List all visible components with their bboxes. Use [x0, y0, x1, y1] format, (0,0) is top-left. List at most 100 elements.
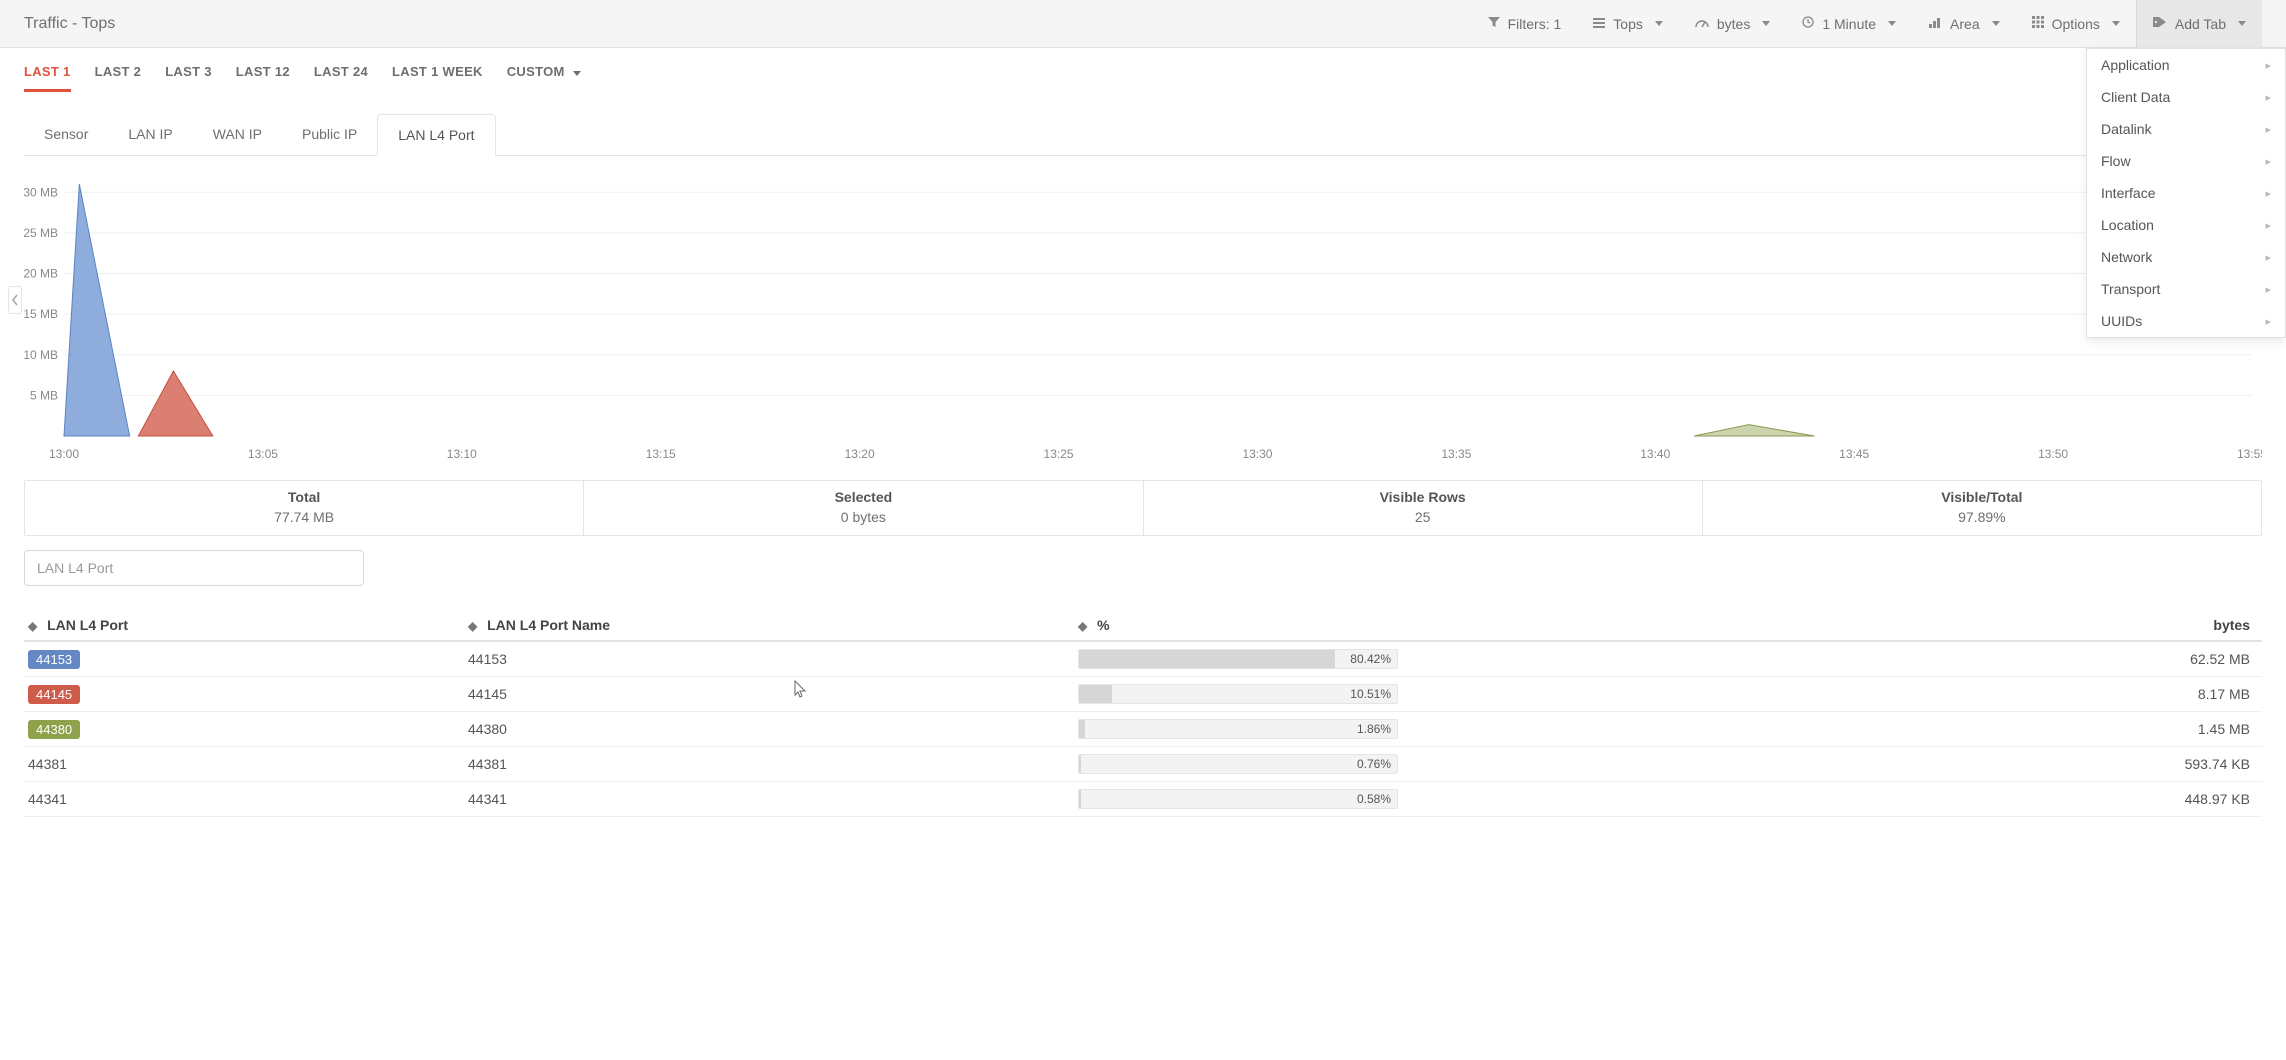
svg-text:13:50: 13:50 [2038, 447, 2068, 461]
ports-table: ◆ LAN L4 Port ◆ LAN L4 Port Name ◆ % byt… [24, 610, 2262, 817]
add-tab-menu-item[interactable]: UUIDs ▸ [2087, 305, 2285, 337]
summary-cell-label: Visible Rows [1144, 489, 1702, 505]
svg-text:15 MB: 15 MB [24, 307, 58, 321]
percent-bar-label: 0.58% [1357, 792, 1391, 806]
filters-label: Filters: 1 [1508, 16, 1562, 32]
list-icon [1593, 16, 1605, 31]
traffic-area-chart: 5 MB10 MB15 MB20 MB25 MB30 MB13:0013:051… [24, 166, 2262, 466]
source-tab[interactable]: LAN L4 Port [377, 114, 495, 156]
timerange-tab-label: LAST 3 [165, 64, 212, 79]
chevron-right-icon: ▸ [2265, 251, 2271, 264]
chevron-right-icon: ▸ [2265, 123, 2271, 136]
chevron-right-icon: ▸ [2265, 315, 2271, 328]
timerange-tab-label: LAST 1 WEEK [392, 64, 483, 79]
table-row[interactable]: 44380443801.86%1.45 MB [24, 712, 2262, 747]
add-tab-menu-item-label: Location [2101, 217, 2154, 233]
add-tab-menu-item[interactable]: Flow ▸ [2087, 145, 2285, 177]
timerange-tab[interactable]: LAST 12 [236, 64, 290, 92]
tops-button[interactable]: Tops [1577, 0, 1679, 48]
cell-port-name: 44145 [468, 686, 1078, 702]
svg-text:10 MB: 10 MB [24, 348, 58, 362]
summary-cell: Visible Rows 25 [1144, 481, 1703, 535]
chevron-right-icon: ▸ [2265, 91, 2271, 104]
timerange-tab-label: LAST 24 [314, 64, 368, 79]
col-header-pct[interactable]: ◆ % [1078, 617, 1418, 633]
cell-port-name: 44380 [468, 721, 1078, 737]
caret-icon [1992, 21, 2000, 26]
timerange-tab-label: LAST 2 [95, 64, 142, 79]
cell-port-name: 44341 [468, 791, 1078, 807]
svg-text:5 MB: 5 MB [30, 388, 58, 402]
source-tab[interactable]: LAN IP [108, 114, 192, 155]
source-tab[interactable]: Public IP [282, 114, 377, 155]
area-button[interactable]: Area [1912, 0, 2016, 48]
chevron-right-icon: ▸ [2265, 155, 2271, 168]
add-tab-button[interactable]: Add Tab [2136, 0, 2262, 48]
add-tab-menu-item[interactable]: Transport▸ [2087, 273, 2285, 305]
svg-text:13:10: 13:10 [447, 447, 477, 461]
add-tab-menu-item[interactable]: Datalink▸ [2087, 113, 2285, 145]
add-tab-menu-item[interactable]: Network▸ [2087, 241, 2285, 273]
source-tab[interactable]: WAN IP [193, 114, 282, 155]
bytes-button[interactable]: bytes [1679, 0, 1786, 48]
caret-icon [1762, 21, 1770, 26]
filter-row [24, 550, 2262, 586]
cell-port: 44341 [28, 791, 468, 807]
summary-cell: Selected0 bytes [584, 481, 1143, 535]
sort-icon: ◆ [1078, 619, 1087, 633]
svg-text:30 MB: 30 MB [24, 185, 58, 199]
summary-cell-label: Visible/Total [1703, 489, 2261, 505]
summary-cell-label: Selected [584, 489, 1142, 505]
timerange-tab[interactable]: LAST 2 [95, 64, 142, 92]
col-header-port-label: LAN L4 Port [47, 617, 128, 633]
filters-button[interactable]: Filters: 1 [1472, 0, 1578, 48]
tag-icon [2153, 16, 2167, 31]
caret-icon [1888, 21, 1896, 26]
percent-bar-label: 0.76% [1357, 757, 1391, 771]
svg-text:13:30: 13:30 [1242, 447, 1272, 461]
chevron-right-icon: ▸ [2265, 59, 2271, 72]
table-row[interactable]: 441534415380.42%62.52 MB [24, 642, 2262, 677]
chart-back-button[interactable] [8, 286, 22, 314]
add-tab-label: Add Tab [2175, 16, 2226, 32]
chevron-right-icon: ▸ [2265, 187, 2271, 200]
options-button[interactable]: Options [2016, 0, 2136, 48]
cell-percent: 80.42% [1078, 649, 1418, 669]
percent-bar-fill [1079, 790, 1081, 808]
tops-label: Tops [1613, 16, 1643, 32]
filter-icon [1488, 16, 1500, 31]
table-row[interactable]: 441454414510.51%8.17 MB [24, 677, 2262, 712]
source-tab[interactable]: Sensor [24, 114, 108, 155]
table-row[interactable]: 44381443810.76%593.74 KB [24, 747, 2262, 782]
summary-cell-value: 25 [1144, 509, 1702, 525]
cell-port: 44145 [28, 685, 468, 704]
timerange-tab[interactable]: LAST 1 WEEK [392, 64, 483, 92]
table-row[interactable]: 4434144341 0.58% 448.97 KB [24, 782, 2262, 817]
port-badge: 44153 [28, 650, 80, 669]
add-tab-menu-item[interactable]: Interface▸ [2087, 177, 2285, 209]
add-tab-menu-item[interactable]: Client Data▸ [2087, 81, 2285, 113]
svg-text:13:05: 13:05 [248, 447, 278, 461]
port-text: 44381 [28, 756, 67, 772]
add-tab-menu-item-label: Flow [2101, 153, 2131, 169]
timerange-tab[interactable]: LAST 24 [314, 64, 368, 92]
percent-bar-fill [1079, 650, 1335, 668]
add-tab-menu-item-label: UUIDs [2101, 313, 2142, 329]
cell-bytes: 62.52 MB [1418, 651, 2258, 667]
svg-text:20 MB: 20 MB [24, 267, 58, 281]
col-header-port[interactable]: ◆ LAN L4 Port [28, 617, 468, 633]
timerange-tab[interactable]: LAST 3 [165, 64, 212, 92]
interval-button[interactable]: 1 Minute [1786, 0, 1912, 48]
percent-bar-fill [1079, 720, 1085, 738]
add-tab-menu-item[interactable]: Location▸ [2087, 209, 2285, 241]
add-tab-menu-item[interactable]: Application▸ [2087, 49, 2285, 81]
cell-bytes: 448.97 KB [1418, 791, 2258, 807]
source-tab-label: Public IP [302, 126, 357, 142]
table-filter-input[interactable] [24, 550, 364, 586]
col-header-bytes[interactable]: bytes [1418, 617, 2258, 633]
timerange-tab[interactable]: LAST 1 [24, 64, 71, 92]
chart-canvas[interactable]: 5 MB10 MB15 MB20 MB25 MB30 MB13:0013:051… [24, 166, 2262, 466]
cell-port: 44153 [28, 650, 468, 669]
col-header-name[interactable]: ◆ LAN L4 Port Name [468, 617, 1078, 633]
timerange-tab[interactable]: CUSTOM [507, 64, 581, 92]
